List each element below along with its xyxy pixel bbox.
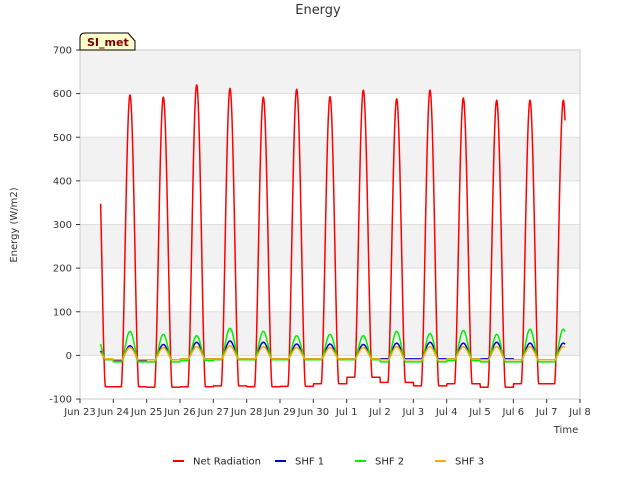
chart-title: Energy <box>295 3 341 18</box>
x-tick-label: Jun 27 <box>197 407 230 418</box>
legend: Net Radiation SHF 1 SHF 2 SHF 3 <box>173 457 484 468</box>
x-tick-label: Jul 6 <box>502 407 525 418</box>
x-tick-label: Jul 3 <box>402 407 425 418</box>
legend-label: SHF 3 <box>455 457 484 468</box>
band <box>80 180 580 225</box>
band <box>80 311 580 356</box>
x-tick-label: Jun 25 <box>130 407 163 418</box>
legend-label: SHF 2 <box>375 457 404 468</box>
x-tick-label: Jul 7 <box>535 407 558 418</box>
x-tick-label: Jun 23 <box>63 407 96 418</box>
y-tick-label: 0 <box>66 351 72 362</box>
band <box>80 137 580 181</box>
plot-bands <box>80 50 580 399</box>
x-tick-label: Jul 1 <box>335 407 358 418</box>
band <box>80 50 580 94</box>
series-line <box>100 345 566 361</box>
band <box>80 268 580 312</box>
legend-label: SHF 1 <box>295 457 324 468</box>
y-tick-label: -100 <box>49 395 72 406</box>
legend-label: Net Radiation <box>193 457 261 468</box>
x-tick-label: Jun 26 <box>163 407 196 418</box>
y-tick-label: 400 <box>53 176 72 187</box>
series-line <box>99 84 566 388</box>
y-axis-label: Energy (W/m2) <box>9 187 20 262</box>
x-tick-label: Jun 30 <box>297 407 330 418</box>
y-tick-label: 200 <box>53 264 72 275</box>
x-tick-label: Jul 8 <box>568 407 591 418</box>
badge-shape <box>79 32 136 51</box>
y-tick-label: 500 <box>53 133 72 144</box>
band <box>80 224 580 269</box>
badge-label: SI_met <box>87 36 129 49</box>
x-tick-label: Jun 29 <box>263 407 296 418</box>
x-axis-label: Time <box>553 425 578 436</box>
series-line <box>99 327 566 363</box>
x-tick-label: Jul 4 <box>435 407 458 418</box>
badge: SI_met <box>79 32 136 51</box>
x-tick-label: Jul 5 <box>468 407 491 418</box>
x-tick-label: Jul 2 <box>368 407 391 418</box>
y-tick-label: 300 <box>53 220 72 231</box>
y-tick-label: 700 <box>53 46 72 57</box>
band <box>80 355 580 399</box>
x-tick-label: Jun 24 <box>97 407 130 418</box>
y-tick-label: 100 <box>53 307 72 318</box>
series-layer <box>99 84 566 388</box>
x-tick-label: Jun 28 <box>230 407 263 418</box>
y-tick-label: 600 <box>53 89 72 100</box>
